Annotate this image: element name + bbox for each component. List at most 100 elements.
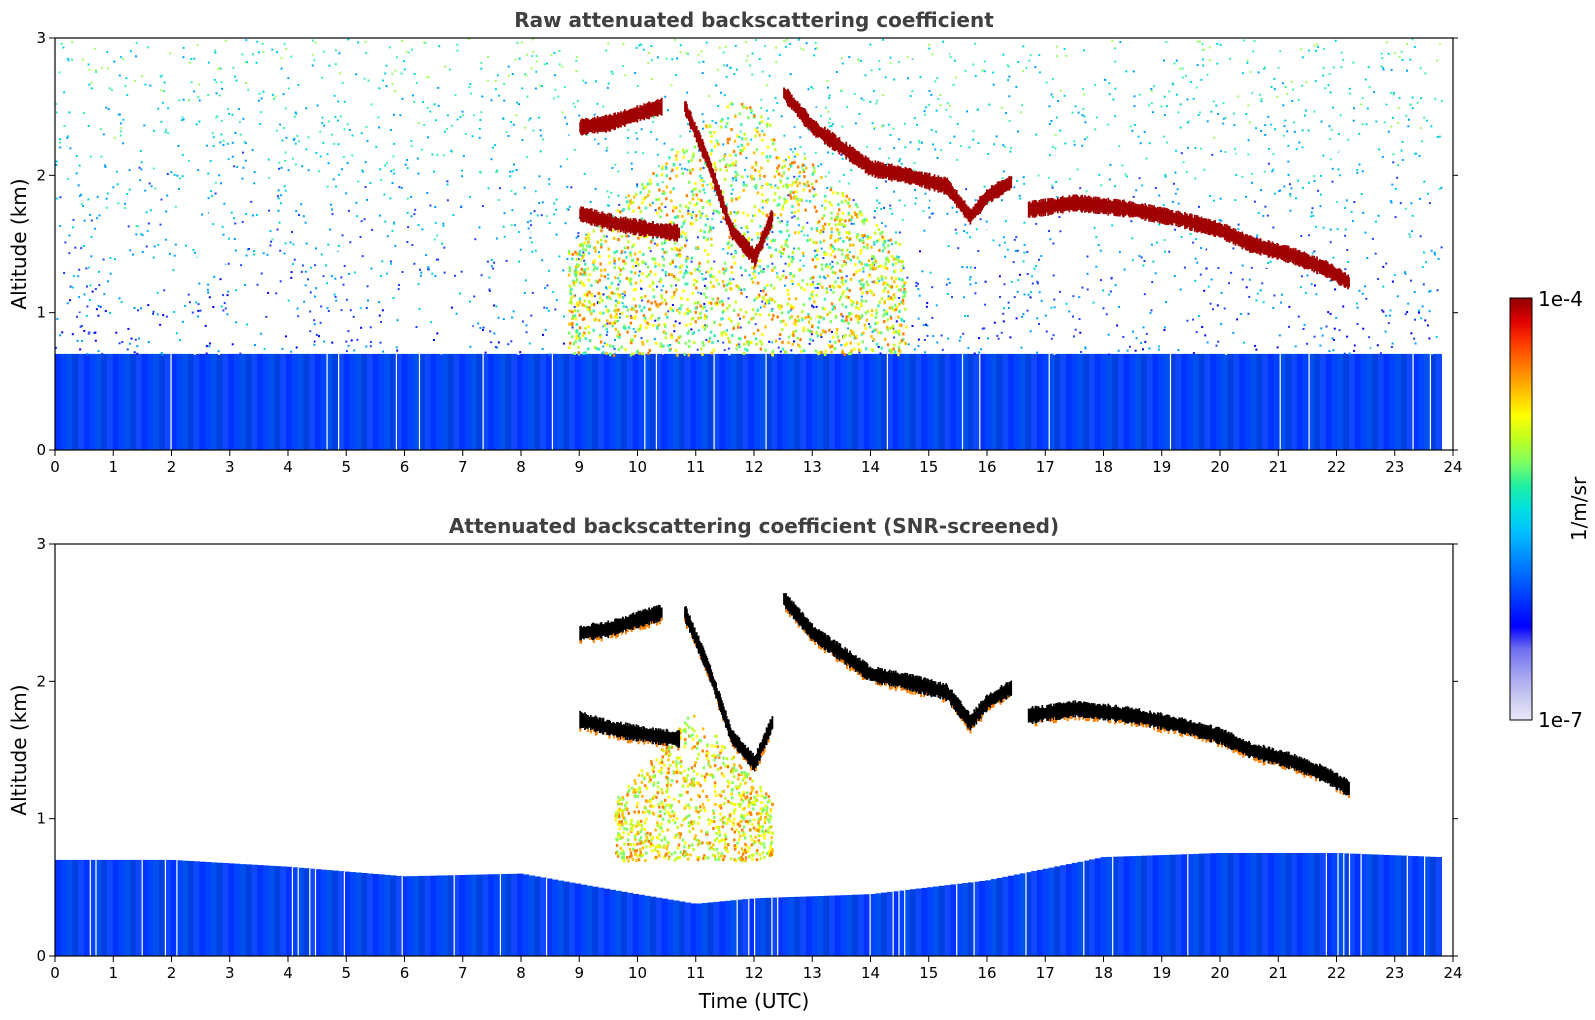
noise-pixel — [607, 42, 610, 45]
noise-pixel — [1182, 295, 1185, 297]
noise-pixel — [392, 168, 395, 171]
aerosol-pixel — [830, 344, 834, 348]
noise-pixel — [884, 225, 887, 228]
aerosol-pixel — [580, 280, 583, 284]
noise-pixel — [880, 207, 883, 210]
noise-pixel — [1400, 206, 1403, 209]
noise-pixel — [1035, 222, 1038, 225]
aerosol-pixel — [887, 250, 890, 254]
noise-pixel — [128, 342, 131, 345]
boundary-layer-cell — [332, 353, 339, 450]
noise-pixel — [285, 62, 288, 65]
noise-pixel — [852, 199, 855, 202]
noise-pixel — [1149, 311, 1152, 314]
noise-pixel — [206, 288, 209, 291]
noise-pixel — [737, 343, 740, 346]
noise-pixel — [972, 295, 975, 298]
noise-pixel — [268, 177, 271, 180]
noise-pixel — [510, 121, 512, 123]
noise-pixel — [291, 157, 294, 160]
noise-pixel — [842, 173, 845, 176]
noise-pixel — [1339, 114, 1342, 117]
noise-pixel — [103, 164, 106, 167]
noise-pixel — [1148, 142, 1151, 145]
noise-pixel — [189, 154, 192, 157]
noise-pixel — [725, 203, 728, 206]
noise-pixel — [1428, 310, 1431, 313]
aerosol-pixel — [844, 343, 847, 347]
noise-pixel — [786, 220, 789, 223]
noise-pixel — [301, 264, 304, 267]
noise-pixel — [1382, 265, 1385, 268]
aerosol-pixel — [713, 162, 716, 165]
noise-pixel — [1024, 189, 1027, 192]
noise-pixel — [1338, 158, 1341, 160]
noise-pixel — [1356, 171, 1359, 174]
noise-pixel — [957, 247, 960, 250]
noise-pixel — [297, 340, 299, 343]
noise-pixel — [600, 348, 603, 351]
noise-pixel — [1227, 221, 1230, 223]
noise-pixel — [322, 275, 325, 278]
noise-pixel — [1331, 309, 1334, 312]
noise-pixel — [1086, 182, 1089, 184]
signal-gap — [961, 353, 964, 450]
noise-pixel — [884, 148, 887, 151]
noise-pixel — [95, 189, 98, 192]
noise-pixel — [1333, 338, 1335, 341]
noise-pixel — [532, 51, 535, 53]
noise-pixel — [78, 268, 81, 271]
noise-pixel — [1125, 175, 1128, 178]
noise-pixel — [386, 235, 389, 238]
aerosol-pixel — [706, 253, 710, 256]
noise-pixel — [130, 337, 133, 340]
noise-pixel — [1340, 51, 1343, 54]
noise-pixel — [256, 283, 259, 286]
boundary-layer-cell — [626, 353, 634, 450]
noise-pixel — [785, 150, 788, 153]
noise-pixel — [181, 84, 184, 87]
noise-pixel — [129, 66, 132, 69]
noise-pixel — [1120, 225, 1123, 228]
noise-pixel — [417, 283, 420, 286]
noise-pixel — [905, 108, 908, 111]
aerosol-pixel — [725, 267, 728, 271]
noise-pixel — [611, 215, 614, 218]
noise-pixel — [1254, 344, 1257, 347]
noise-pixel — [150, 185, 153, 188]
noise-pixel — [949, 142, 952, 144]
noise-pixel — [296, 134, 299, 137]
aerosol-pixel — [873, 257, 876, 261]
noise-pixel — [319, 155, 322, 158]
noise-pixel — [401, 123, 404, 126]
noise-pixel — [240, 79, 243, 82]
noise-pixel — [58, 122, 61, 125]
boundary-layer-cell — [754, 353, 761, 450]
noise-pixel — [846, 119, 849, 122]
noise-pixel — [1048, 241, 1051, 244]
noise-pixel — [816, 46, 819, 49]
noise-pixel — [309, 310, 312, 313]
panel-raw: Raw attenuated backscattering coefficien… — [7, 8, 1463, 476]
aerosol-pixel — [790, 315, 793, 319]
noise-pixel — [788, 245, 791, 247]
noise-pixel — [59, 334, 62, 337]
noise-pixel — [216, 186, 219, 189]
noise-pixel — [128, 81, 130, 84]
noise-pixel — [566, 185, 569, 188]
noise-pixel — [1192, 318, 1195, 321]
boundary-layer-cell — [1100, 353, 1107, 450]
noise-pixel — [89, 155, 92, 158]
noise-pixel — [495, 305, 498, 308]
noise-pixel — [999, 296, 1001, 298]
noise-pixel — [514, 192, 517, 195]
aerosol-pixel — [766, 284, 769, 287]
noise-pixel — [133, 80, 136, 83]
noise-pixel — [1332, 57, 1335, 60]
boundary-layer-cell — [1360, 353, 1367, 450]
aerosol-pixel — [744, 347, 747, 351]
noise-pixel — [1274, 128, 1277, 131]
noise-pixel — [1151, 87, 1154, 90]
noise-pixel — [105, 106, 108, 109]
noise-pixel — [492, 234, 495, 236]
